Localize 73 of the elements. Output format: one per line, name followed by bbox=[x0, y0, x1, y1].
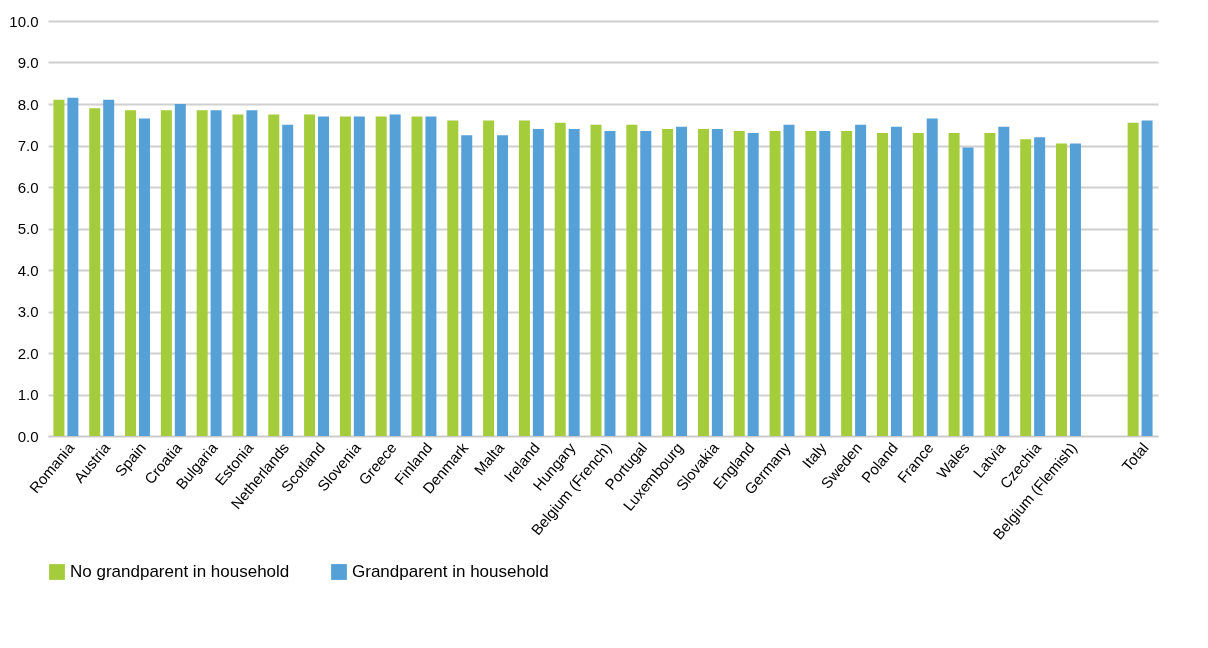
y-tick-label: 9.0 bbox=[17, 54, 39, 71]
y-tick-label: 5.0 bbox=[17, 220, 39, 237]
bar bbox=[483, 120, 495, 436]
bar bbox=[246, 110, 258, 436]
bar bbox=[626, 124, 638, 436]
bar bbox=[447, 120, 459, 436]
bar bbox=[375, 116, 387, 436]
y-tick-label: 0.0 bbox=[17, 427, 39, 445]
bar bbox=[425, 116, 437, 436]
bar bbox=[138, 118, 150, 436]
bar bbox=[174, 104, 186, 436]
bar bbox=[318, 116, 330, 436]
bar bbox=[962, 147, 974, 436]
bar bbox=[1056, 143, 1068, 436]
bar bbox=[747, 133, 759, 436]
bar bbox=[53, 99, 65, 436]
bar bbox=[532, 128, 544, 436]
bar bbox=[160, 110, 172, 436]
bar bbox=[353, 116, 365, 436]
bar bbox=[662, 128, 674, 436]
y-tick-label: 6.0 bbox=[17, 178, 39, 196]
bar bbox=[998, 126, 1010, 436]
bar bbox=[855, 124, 867, 436]
bar bbox=[461, 135, 473, 436]
bar bbox=[676, 126, 688, 436]
y-tick-label: 10.0 bbox=[9, 12, 39, 30]
bar bbox=[89, 108, 101, 436]
bar bbox=[411, 116, 423, 436]
bar bbox=[497, 135, 509, 436]
bar bbox=[339, 116, 351, 436]
bar bbox=[389, 114, 401, 436]
y-tick-label: 1.0 bbox=[17, 386, 39, 403]
bar bbox=[711, 128, 723, 436]
bar bbox=[1034, 137, 1046, 436]
legend-label: Grandparent in household bbox=[352, 562, 549, 581]
bar bbox=[518, 120, 530, 436]
bar bbox=[103, 99, 115, 436]
bar bbox=[640, 130, 652, 436]
bar bbox=[912, 133, 924, 436]
bar bbox=[805, 130, 817, 436]
bar bbox=[984, 133, 996, 436]
bar bbox=[268, 114, 280, 436]
bar bbox=[948, 133, 960, 436]
y-tick-label: 7.0 bbox=[17, 137, 39, 154]
bar bbox=[210, 110, 222, 436]
bar bbox=[733, 130, 745, 436]
bar bbox=[819, 130, 831, 436]
bar bbox=[876, 133, 888, 436]
bar bbox=[769, 130, 781, 436]
bar bbox=[604, 130, 616, 436]
bar bbox=[697, 128, 709, 436]
bar bbox=[125, 110, 137, 436]
bar bbox=[926, 118, 938, 436]
bar bbox=[196, 110, 208, 436]
bar bbox=[1127, 122, 1139, 436]
bar bbox=[282, 124, 294, 436]
bar bbox=[890, 126, 902, 436]
bar bbox=[590, 124, 602, 436]
bar bbox=[232, 114, 244, 436]
bar bbox=[67, 97, 79, 436]
bar bbox=[783, 124, 795, 436]
bar bbox=[568, 128, 580, 436]
bar bbox=[841, 130, 853, 436]
y-tick-label: 8.0 bbox=[17, 95, 39, 113]
bar bbox=[1020, 139, 1032, 436]
bar bbox=[304, 114, 316, 436]
y-tick-label: 3.0 bbox=[17, 303, 39, 320]
y-tick-label: 2.0 bbox=[17, 344, 39, 362]
legend-label: No grandparent in household bbox=[70, 562, 290, 581]
bar bbox=[1141, 120, 1153, 436]
bar bbox=[554, 122, 566, 436]
bar bbox=[1069, 143, 1081, 436]
y-tick-label: 4.0 bbox=[17, 261, 39, 279]
